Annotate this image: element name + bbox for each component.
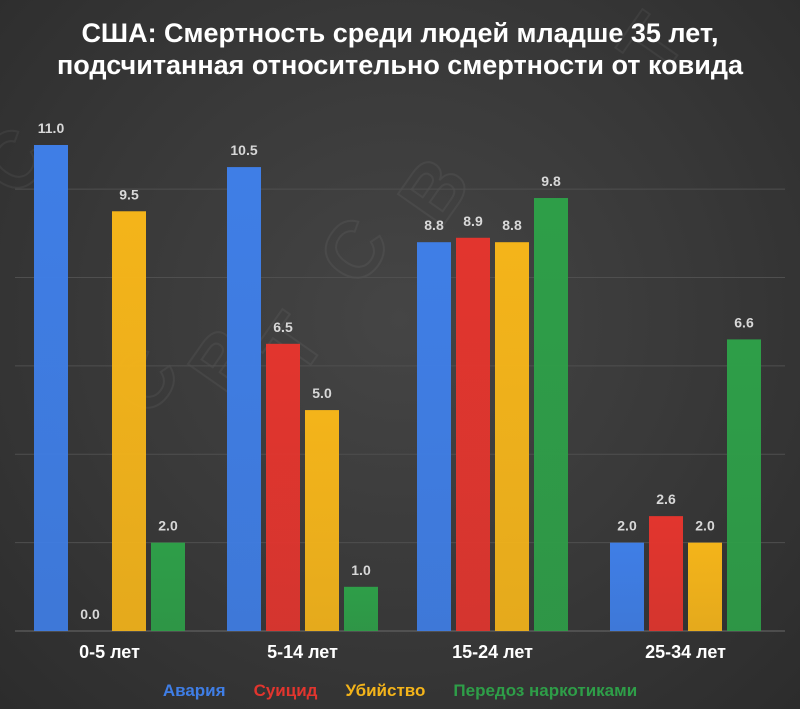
bar-1-2 xyxy=(456,237,490,632)
chart-title-line-1: США: Смертность среди людей младше 35 ле… xyxy=(81,18,719,48)
value-label: 2.0 xyxy=(695,518,715,534)
value-label: 2.0 xyxy=(158,518,178,534)
value-label: 9.5 xyxy=(119,186,139,202)
bar-2-2 xyxy=(495,242,529,631)
category-label: 25-34 лет xyxy=(645,642,726,662)
legend-item: Авария xyxy=(162,681,226,700)
category-label: 15-24 лет xyxy=(452,642,533,662)
value-label: 11.0 xyxy=(38,120,65,136)
bar-2-1 xyxy=(305,410,339,631)
category-label: 5-14 лет xyxy=(267,642,338,662)
legend-item: Суицид xyxy=(253,681,318,700)
chart-title-line-2: подсчитанная относительно смертности от … xyxy=(56,50,744,80)
legend-item: Убийство xyxy=(345,681,426,700)
value-label: 8.9 xyxy=(463,213,483,229)
value-label: 6.6 xyxy=(734,314,754,330)
value-label: 8.8 xyxy=(502,217,522,233)
watermark-glyph: Т xyxy=(601,0,702,90)
legend-item: Передоз наркотиками xyxy=(453,681,638,700)
bar-0-3 xyxy=(610,542,644,631)
bar-2-0 xyxy=(112,211,146,632)
value-label: 6.5 xyxy=(273,319,293,335)
value-label: 10.5 xyxy=(230,142,257,158)
bar-0-0 xyxy=(34,145,68,631)
value-label: 2.6 xyxy=(656,491,676,507)
value-labels: 11.0 0.0 9.5 2.0 10.5 6.5 5.0 1.0 8.8 8.9 8.8 9.8 2.… xyxy=(38,120,754,622)
bar-0-2 xyxy=(417,242,451,631)
bar-3-0 xyxy=(151,542,185,631)
category-labels: 0-5 лет 5-14 лет 15-24 лет 25-34 лет xyxy=(79,642,726,662)
bar-2-3 xyxy=(688,542,722,631)
value-label: 0.0 xyxy=(80,606,100,622)
value-label: 9.8 xyxy=(541,173,561,189)
bar-3-1 xyxy=(344,586,378,631)
bar-1-3 xyxy=(649,516,683,631)
watermark: СВТСВТС xyxy=(0,0,702,430)
bar-1-1 xyxy=(266,343,300,631)
value-label: 2.0 xyxy=(617,518,637,534)
value-label: 5.0 xyxy=(312,385,332,401)
bar-3-3 xyxy=(727,339,761,631)
bar-0-1 xyxy=(227,167,261,631)
bar-3-2 xyxy=(534,198,568,631)
value-label: 1.0 xyxy=(351,562,371,578)
category-label: 0-5 лет xyxy=(79,642,140,662)
legend: Авария Суицид Убийство Передоз наркотиками xyxy=(0,679,800,703)
value-label: 8.8 xyxy=(424,217,444,233)
bars xyxy=(34,145,761,632)
watermark-glyph: С xyxy=(301,201,407,299)
